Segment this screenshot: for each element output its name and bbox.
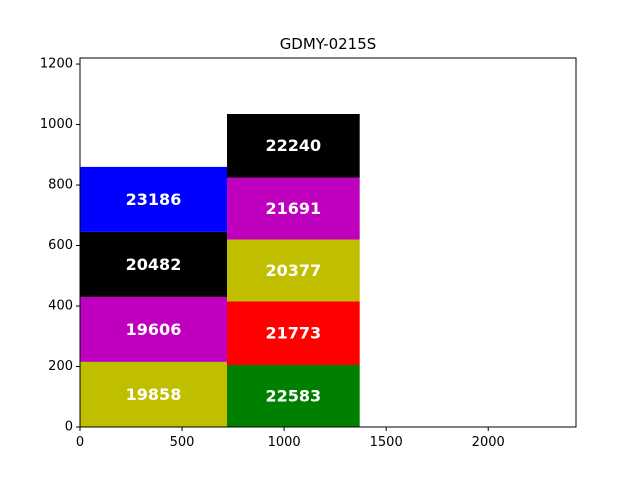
box-20482 xyxy=(80,231,227,297)
x-tick-label-500: 500 xyxy=(170,435,195,450)
box-label-20377: 20377 xyxy=(265,261,321,280)
y-tick-label-0: 0 xyxy=(65,420,73,435)
box-23186 xyxy=(80,166,227,232)
y-tick-label-800: 800 xyxy=(48,178,73,193)
x-tick-label-1500: 1500 xyxy=(370,435,403,450)
box-22583 xyxy=(227,365,360,427)
y-axis: 0 200 400 600 800 1000 1200 xyxy=(40,57,80,435)
box-label-21773: 21773 xyxy=(265,324,321,343)
y-tick-label-400: 400 xyxy=(48,299,73,314)
y-tick-label-600: 600 xyxy=(48,238,73,253)
box-label-19606: 19606 xyxy=(126,320,182,339)
x-tick-label-2000: 2000 xyxy=(472,435,505,450)
box-19606 xyxy=(80,296,227,362)
x-tick-label-0: 0 xyxy=(76,435,84,450)
box-22240 xyxy=(227,114,360,178)
box-label-22583: 22583 xyxy=(265,387,321,406)
box-21691 xyxy=(227,177,360,240)
box-label-23186: 23186 xyxy=(126,190,182,209)
box-label-20482: 20482 xyxy=(126,255,182,274)
plot-frame xyxy=(79,57,577,428)
box-label-21691: 21691 xyxy=(265,199,321,218)
boxes-group xyxy=(80,114,360,427)
x-tick-label-1000: 1000 xyxy=(268,435,301,450)
chart-title: GDMY-0215S xyxy=(280,35,377,53)
y-tick-label-1000: 1000 xyxy=(40,117,73,132)
y-tick-label-200: 200 xyxy=(48,359,73,374)
box-21773 xyxy=(227,301,360,365)
y-tick-label-1200: 1200 xyxy=(40,57,73,72)
box-label-19858: 19858 xyxy=(126,385,182,404)
x-axis: 0 500 1000 1500 2000 xyxy=(76,427,505,450)
box-labels-group: 19858 19606 20482 23186 22583 21773 20377 21691… xyxy=(126,136,321,405)
box-label-22240: 22240 xyxy=(265,136,321,155)
box-20377 xyxy=(227,239,360,302)
box-19858 xyxy=(80,362,227,427)
